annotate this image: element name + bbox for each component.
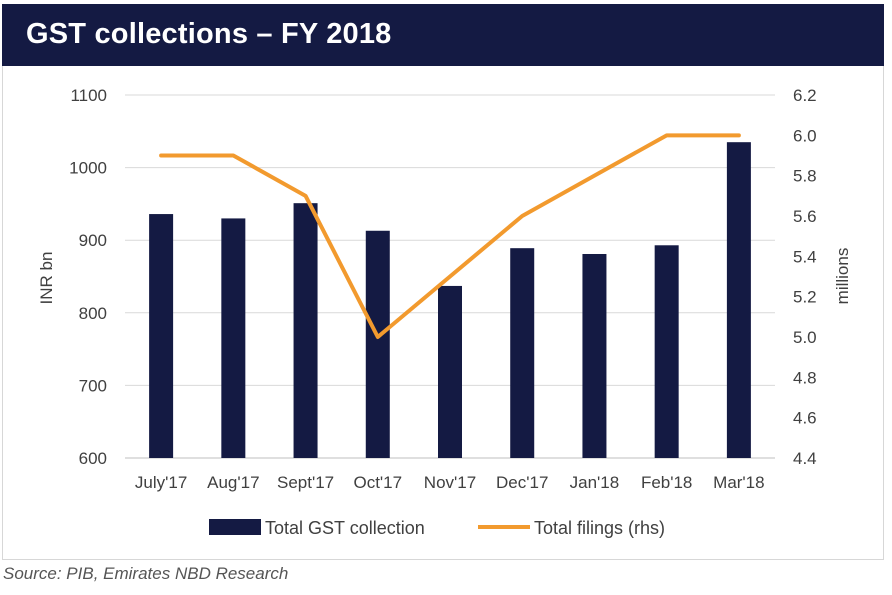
y2-axis-title: millions <box>833 248 852 305</box>
legend-label-total-filings: Total filings (rhs) <box>534 518 665 538</box>
y-tick-label: 600 <box>79 449 107 468</box>
x-tick-label: Nov'17 <box>424 473 476 492</box>
legend-swatch-gst-collection <box>209 519 261 535</box>
y2-tick-label: 6.2 <box>793 86 817 105</box>
source-note: Source: PIB, Emirates NBD Research <box>3 564 289 583</box>
y2-tick-label: 5.6 <box>793 207 817 226</box>
bar-gst-collection <box>221 218 246 458</box>
y2-tick-label: 4.4 <box>793 449 817 468</box>
bar-gst-collection <box>510 248 535 458</box>
y-tick-label: 700 <box>79 376 107 395</box>
y-axis-title: INR bn <box>37 252 56 305</box>
x-tick-label: Jan'18 <box>570 473 620 492</box>
y2-tick-label: 4.8 <box>793 368 817 387</box>
x-tick-label: Mar'18 <box>713 473 764 492</box>
chart-title: GST collections – FY 2018 <box>26 18 392 50</box>
y2-tick-label: 5.0 <box>793 328 817 347</box>
y-tick-label: 800 <box>79 304 107 323</box>
y2-tick-label: 5.4 <box>793 247 817 266</box>
y-tick-label: 1000 <box>69 159 107 178</box>
x-tick-label: Oct'17 <box>353 473 402 492</box>
x-tick-label: July'17 <box>135 473 187 492</box>
x-tick-label: Sept'17 <box>277 473 334 492</box>
bar-gst-collection <box>149 214 174 458</box>
y2-tick-label: 5.8 <box>793 167 817 186</box>
legend-label-gst-collection: Total GST collection <box>265 518 425 538</box>
y-tick-label: 1100 <box>70 86 107 105</box>
bar-gst-collection <box>726 142 751 458</box>
bar-gst-collection <box>438 285 462 458</box>
y2-tick-label: 6.0 <box>793 126 817 145</box>
y-tick-label: 900 <box>79 231 107 250</box>
bar-gst-collection <box>582 253 607 458</box>
chart-header: GST collections – FY 2018 <box>2 4 884 66</box>
bar-gst-collection <box>654 245 679 458</box>
x-tick-label: Feb'18 <box>641 473 692 492</box>
y2-tick-label: 4.6 <box>793 409 817 428</box>
bar-gst-collection <box>293 203 318 458</box>
x-tick-label: Dec'17 <box>496 473 548 492</box>
y2-tick-label: 5.2 <box>793 288 817 307</box>
bar-gst-collection <box>365 230 390 458</box>
x-tick-label: Aug'17 <box>207 473 259 492</box>
